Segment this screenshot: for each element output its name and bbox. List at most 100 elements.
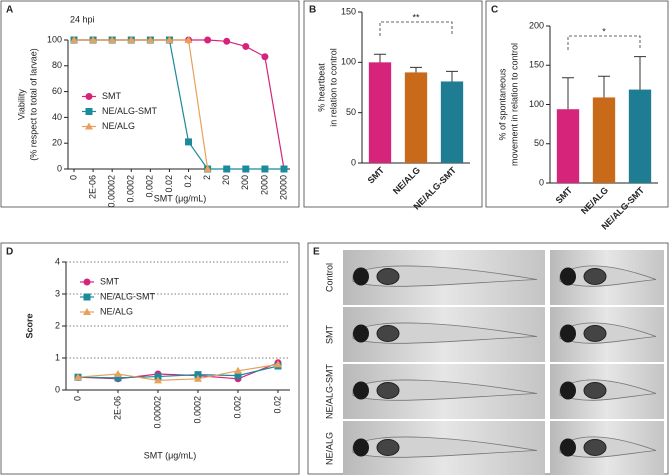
marker <box>83 278 91 286</box>
larva-body <box>352 322 538 344</box>
bar <box>368 62 392 164</box>
y-tick-label: 0 <box>539 177 544 187</box>
larva-body <box>352 436 538 458</box>
marker <box>154 376 162 384</box>
series-line <box>74 39 285 170</box>
y-tick-label: 80 <box>52 60 62 70</box>
x-axis-label: SMT (μg/mL) <box>144 450 197 460</box>
row-label: NE/ALG-SMT <box>324 363 334 419</box>
y-tick-label: 2 <box>55 320 60 330</box>
bar <box>440 81 464 163</box>
y-axis-label: Score <box>24 313 34 338</box>
larva-body <box>559 322 657 344</box>
y-tick-label: 40 <box>52 112 62 122</box>
x-tick-label: 2E-06 <box>112 396 122 420</box>
x-tick-label: 0.00002 <box>107 175 117 208</box>
legend-label: NE/ALG-SMT <box>102 106 158 116</box>
larva-eye <box>353 267 369 286</box>
y-axis-label: % of spontaneous <box>497 68 507 141</box>
significance-label: * <box>602 26 606 36</box>
y-tick-label: 100 <box>47 34 62 44</box>
panel-label: E <box>313 247 320 258</box>
larva-yolk <box>583 268 607 285</box>
x-tick-label: 0.2 <box>183 175 193 188</box>
larva-eye <box>353 324 369 343</box>
x-tick-label: 0.02 <box>164 175 174 193</box>
panel-label: D <box>6 247 13 258</box>
x-tick-label: 0.0002 <box>126 175 136 203</box>
larva-yolk <box>376 382 400 399</box>
x-tick-label: SMT <box>554 185 575 206</box>
y-tick-label: 150 <box>341 6 356 16</box>
row-label: Control <box>324 263 334 292</box>
panel-frame <box>303 0 483 208</box>
legend-label: SMT <box>100 276 120 286</box>
significance-bracket <box>379 21 453 36</box>
significance-bracket <box>567 35 641 50</box>
legend-label: NE/ALG <box>102 121 135 131</box>
larva-eye <box>560 438 576 457</box>
chart-title: 24 hpi <box>70 14 95 24</box>
marker <box>108 36 117 43</box>
x-tick-label: NE/ALG <box>579 185 610 216</box>
marker <box>274 360 282 368</box>
marker <box>85 108 93 115</box>
marker <box>70 36 78 43</box>
panel-label: B <box>309 5 316 16</box>
panel-label: C <box>491 5 498 16</box>
y-axis-label: (% respect to total of larvae) <box>28 48 38 161</box>
y-tick-label: 4 <box>55 256 60 266</box>
x-tick-label: 0.002 <box>145 175 155 198</box>
marker <box>85 122 93 130</box>
marker <box>184 36 193 43</box>
y-tick-label: 100 <box>529 99 544 109</box>
x-tick-label: 20000 <box>278 175 288 200</box>
larva-body <box>559 265 657 287</box>
panel-label: A <box>6 5 13 16</box>
marker <box>234 366 242 374</box>
marker <box>261 165 269 173</box>
y-tick-label: 0 <box>57 163 62 173</box>
x-tick-label: 200 <box>240 175 250 190</box>
x-tick-label: 20 <box>221 175 231 185</box>
panel-frame <box>0 242 300 475</box>
marker <box>83 308 91 315</box>
significance-label: ** <box>412 12 420 22</box>
marker <box>223 37 231 45</box>
series-line <box>77 365 279 379</box>
error-bar <box>634 56 646 90</box>
larva-body <box>559 436 657 458</box>
larva-yolk <box>376 268 400 285</box>
y-axis-label: Viability <box>16 89 26 120</box>
legend-label: NE/ALG-SMT <box>100 291 156 301</box>
y-tick-label: 0 <box>351 157 356 167</box>
error-bar <box>410 66 422 73</box>
larva-yolk <box>583 325 607 342</box>
marker <box>114 374 122 382</box>
x-tick-label: 2 <box>202 175 212 180</box>
larva-yolk <box>583 382 607 399</box>
panel-frame <box>0 0 300 208</box>
x-tick-label: 2000 <box>259 175 269 195</box>
y-tick-label: 20 <box>52 138 62 148</box>
series-line <box>74 39 209 170</box>
marker <box>242 165 250 173</box>
y-axis-label: movement in relation to control <box>509 43 519 166</box>
marker <box>114 370 122 377</box>
larva-eye <box>353 381 369 400</box>
marker <box>194 374 202 382</box>
series-line <box>77 363 279 382</box>
x-tick-label: SMT <box>366 165 387 186</box>
larva-eye <box>560 381 576 400</box>
marker <box>223 165 231 173</box>
y-axis-label: % heartbeat <box>316 63 326 112</box>
y-tick-label: 60 <box>52 86 62 96</box>
error-bar <box>562 77 574 110</box>
y-axis-label: in relation to control <box>328 48 338 127</box>
y-tick-label: 0 <box>55 384 60 394</box>
marker <box>74 373 82 381</box>
series-line <box>77 362 279 380</box>
marker <box>280 165 288 173</box>
x-axis-label: SMT (μg/mL) <box>154 193 207 203</box>
larva-body <box>352 265 538 287</box>
